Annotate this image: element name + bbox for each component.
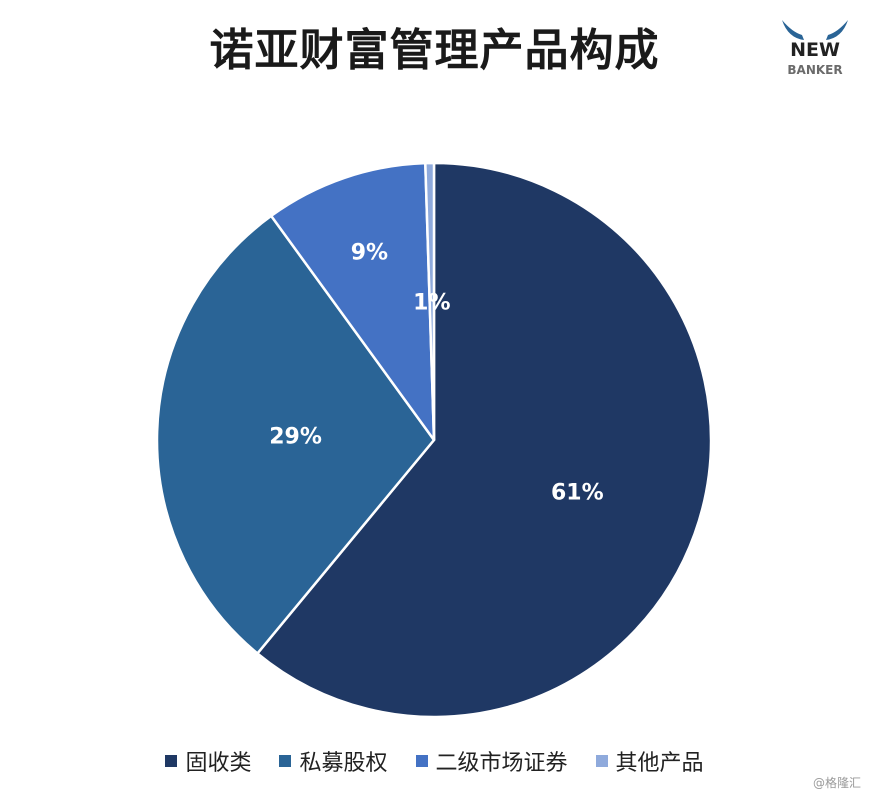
legend-swatch-private-equity [279, 755, 292, 767]
logo-text-line1: NEW [790, 39, 840, 61]
legend-label-secondary-market: 二级市场证券 [435, 751, 568, 776]
legend-item-other-products: 其他产品 [595, 745, 704, 777]
chart-legend: 固收类 私募股权 二级市场证券 其他产品 [0, 745, 869, 777]
legend-item-secondary-market: 二级市场证券 [415, 745, 568, 777]
logo-horn-right [826, 20, 848, 40]
pie-label-fixed-income: 61% [551, 481, 604, 506]
chart-title: 诺亚财富管理产品构成 [209, 25, 660, 76]
legend-swatch-other-products [595, 755, 608, 767]
pie-slice-private-equity [155, 214, 436, 655]
legend-swatch-fixed-income [165, 755, 178, 767]
legend-label-fixed-income: 固收类 [185, 751, 252, 776]
pie-slice-fixed-income [256, 161, 713, 719]
newbanker-logo: NEW BANKER [780, 18, 850, 80]
logo-text-line2: BANKER [787, 63, 842, 77]
watermark: @格隆汇 [812, 776, 861, 790]
legend-swatch-secondary-market [415, 755, 428, 767]
pie-label-secondary-market: 9% [351, 240, 388, 265]
legend-label-private-equity: 私募股权 [299, 751, 388, 776]
pie-label-other-products: 1% [413, 291, 450, 316]
pie-slice-secondary-market [269, 161, 436, 442]
legend-item-private-equity: 私募股权 [279, 745, 388, 777]
pie-slice-other-products [424, 161, 436, 442]
pie-label-private-equity: 29% [269, 425, 322, 450]
legend-label-other-products: 其他产品 [615, 751, 704, 776]
logo-horn-left [782, 20, 804, 40]
legend-item-fixed-income: 固收类 [165, 745, 251, 777]
